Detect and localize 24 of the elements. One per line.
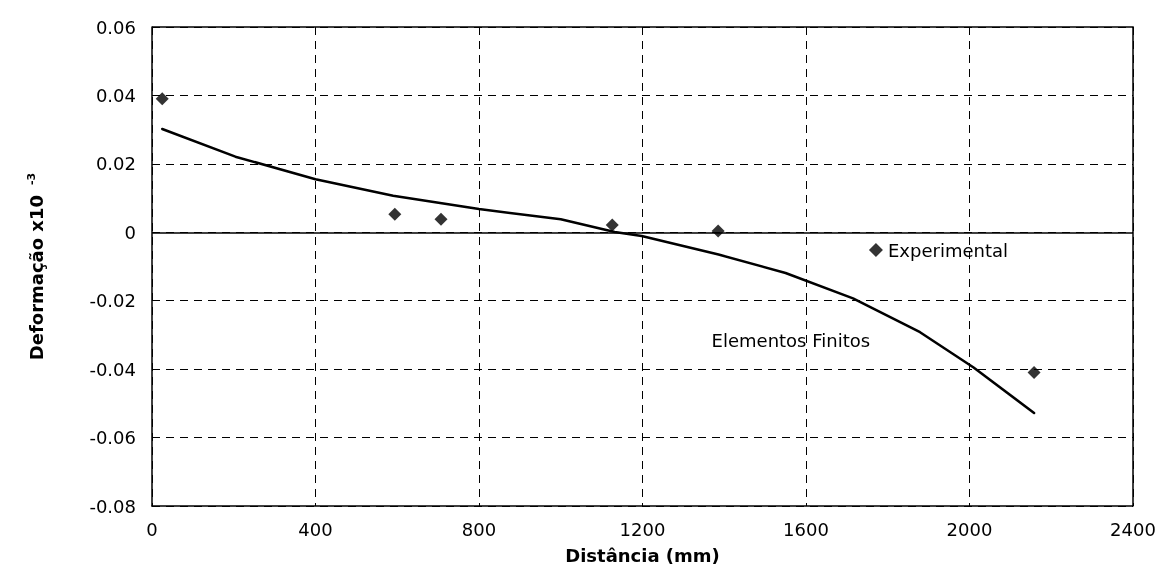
point [434,212,448,226]
x-tick-label: 1200 [619,518,666,540]
y-tick-label: -0.02 [89,290,136,312]
annotation: Elementos Finitos [711,329,871,351]
point [388,207,402,221]
point [1027,366,1041,380]
legend-label: Experimental [887,239,1009,261]
x-tick-label: 2400 [1110,518,1156,540]
y-tick-label: 0.04 [95,84,136,106]
y-tick-label: -0.04 [89,358,136,380]
x-axis-title: Distância (mm) [565,544,720,566]
point [605,218,619,232]
x-tick-label: 2000 [946,518,993,540]
x-tick-label: 0 [146,518,158,540]
x-tick-label: 400 [298,518,333,540]
y-tick-label: -0.06 [89,427,136,449]
y-axis-title: Deformação x10-3 [25,172,47,361]
y-tick-label: -0.08 [89,495,136,517]
x-tick-label: 800 [461,518,497,540]
y-tick-label: 0.06 [95,16,136,38]
point [155,92,169,106]
x-tick-label: 1600 [783,518,829,540]
y-tick-label: 0 [124,221,136,243]
y-tick-label: 0.02 [95,153,136,175]
